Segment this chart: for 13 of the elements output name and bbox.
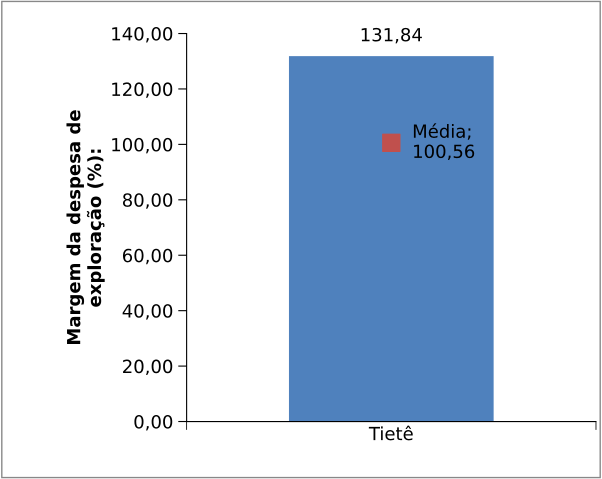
y-tick-label: 40,00 [122,304,172,320]
x-tick-label: Tietê [368,426,413,440]
y-tick-label: 80,00 [122,193,172,209]
data-label: 100,56 [414,144,474,160]
y-axis-title: Margem da despesa de exploração (%): [66,110,105,344]
y-tick-label: 120,00 [112,82,172,98]
y-tick-label: 20,00 [123,360,172,376]
y-tick-label: 60,00 [122,248,172,264]
y-tick-label: 0,00 [134,414,172,430]
y-tick-label: 100,00 [112,138,172,154]
y-tick-label: 140,00 [112,26,172,42]
series-label: Média; [414,123,470,140]
data-label: 131,84 [362,28,422,44]
